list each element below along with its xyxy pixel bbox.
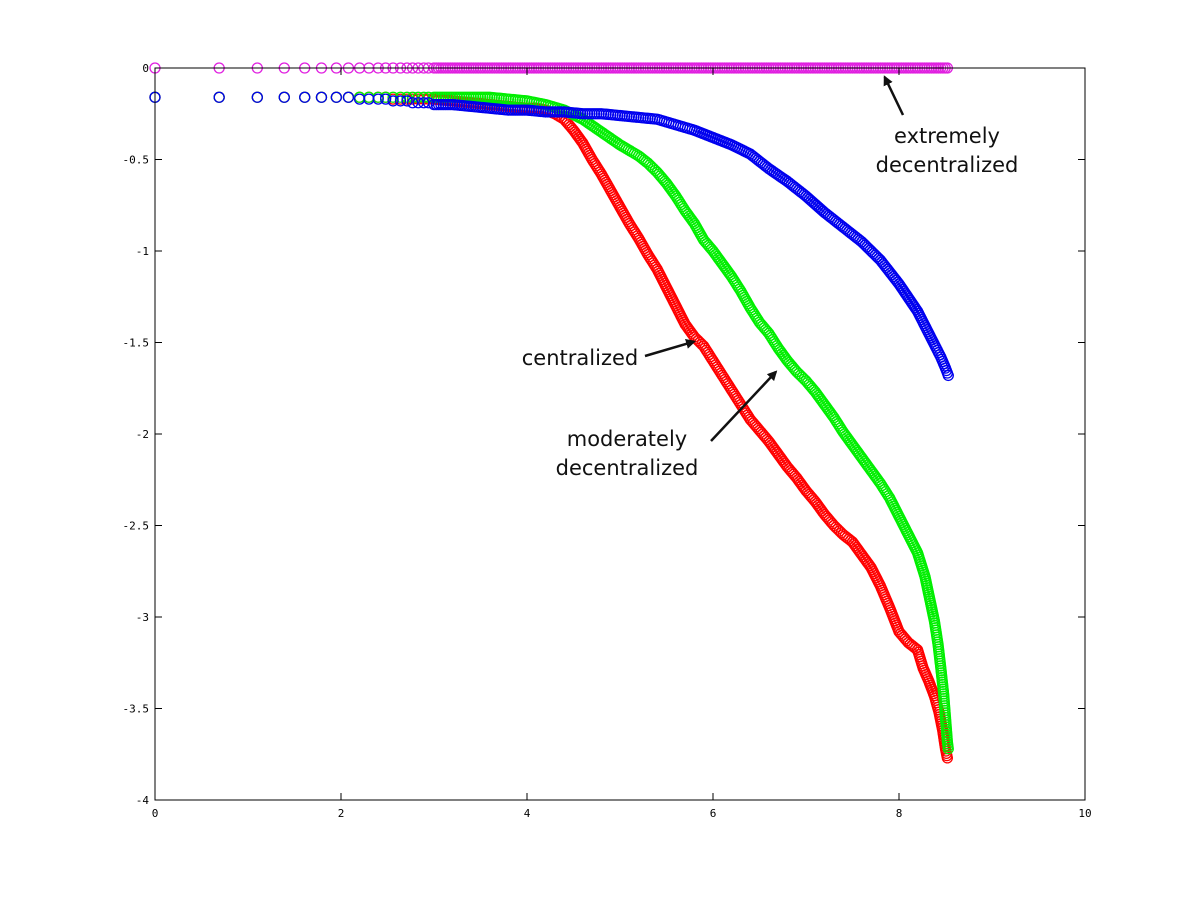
data-point — [941, 752, 954, 764]
y-tick-label: -3.5 — [123, 703, 150, 716]
annotation-layer: extremely decentralized centralized moderat… — [522, 75, 1019, 480]
data-point — [251, 91, 263, 103]
data-point — [278, 91, 290, 103]
series-3 — [149, 91, 954, 382]
annotation-line: centralized — [522, 346, 638, 370]
annotation-0: extremely decentralized — [876, 75, 1019, 177]
annotation-arrow — [883, 75, 905, 116]
x-tick-label: 4 — [524, 807, 531, 820]
data-point — [761, 161, 773, 173]
data-point — [330, 91, 343, 103]
data-point — [363, 93, 375, 105]
annotation-label: moderately decentralized — [556, 427, 699, 480]
y-tick-label: -2.5 — [123, 520, 150, 533]
data-point — [353, 93, 366, 105]
annotation-line: decentralized — [556, 456, 699, 480]
annotation-line: extremely — [894, 124, 1000, 148]
x-tick-label: 6 — [710, 807, 717, 820]
data-point — [213, 91, 225, 103]
annotation-2: moderately decentralized — [556, 370, 778, 480]
annotation-line: decentralized — [876, 153, 1019, 177]
series-2 — [149, 91, 954, 755]
data-point — [342, 91, 355, 103]
annotation-arrow — [710, 370, 778, 442]
y-tick-label: 0 — [142, 62, 149, 75]
data-point — [686, 214, 698, 226]
y-tick-label: -4 — [136, 794, 150, 807]
y-tick-label: -3 — [136, 611, 149, 624]
data-point — [372, 93, 384, 105]
annotation-1: centralized — [522, 339, 697, 370]
data-point — [394, 95, 407, 107]
data-point — [723, 267, 735, 279]
y-tick-label: -1 — [136, 245, 149, 258]
data-point — [379, 93, 392, 105]
y-tick-label: -1.5 — [123, 337, 150, 350]
data-point — [942, 369, 954, 382]
y-tick-label: -2 — [136, 428, 149, 441]
x-tick-label: 10 — [1078, 807, 1091, 820]
data-point — [825, 408, 837, 420]
axes-layer: 0 2 4 6 8 10 0 -0.5 -1 -1.5 -2 -2.5 -3 -3.5 -4 — [123, 62, 1092, 820]
annotation-arrow — [644, 339, 697, 358]
y-tick-label: -0.5 — [123, 154, 150, 167]
data-point — [942, 743, 954, 755]
data-point — [667, 186, 679, 199]
data-point — [574, 133, 586, 146]
data-point — [387, 95, 399, 107]
data-point — [406, 97, 419, 109]
data-point — [401, 95, 413, 107]
data-point — [315, 91, 328, 103]
x-tick-label: 8 — [896, 807, 903, 820]
annotation-line: moderately — [567, 427, 687, 451]
x-tick-label: 0 — [152, 807, 159, 820]
data-point — [299, 91, 311, 103]
x-tick-label: 2 — [338, 807, 345, 820]
annotation-label: extremely decentralized — [876, 124, 1019, 177]
data-point — [872, 474, 884, 486]
annotation-label: centralized — [522, 346, 638, 370]
